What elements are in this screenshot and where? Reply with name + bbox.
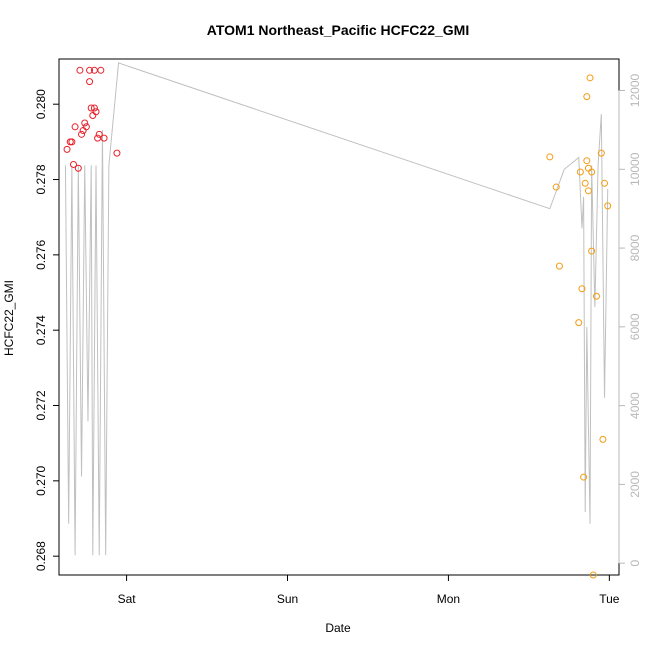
- data-point: [552, 183, 560, 191]
- y2-tick-label: 4000: [628, 392, 642, 419]
- data-point: [68, 138, 76, 146]
- y2-tick-label: 0: [628, 560, 642, 567]
- series-line: [64, 62, 609, 556]
- data-point: [89, 111, 97, 119]
- data-point: [583, 93, 591, 101]
- data-point: [546, 153, 554, 161]
- data-point: [94, 134, 102, 142]
- y-axis-label: HCFC22_GMI: [2, 280, 16, 356]
- data-point: [599, 435, 607, 443]
- y-axis-left: 0.268 0.270 0.272 0.274 0.276 0.278 0.280: [34, 89, 59, 571]
- data-point: [76, 66, 84, 74]
- y2-tick-label: 2000: [628, 471, 642, 498]
- right-axis-series-line: [64, 62, 609, 556]
- data-point: [555, 262, 563, 270]
- y2-tick-label: 12000: [628, 74, 642, 108]
- data-point: [588, 247, 596, 255]
- data-point: [578, 285, 586, 293]
- data-point: [601, 179, 609, 187]
- x-tick-label: Mon: [437, 592, 460, 606]
- data-point: [113, 149, 121, 157]
- data-point: [95, 130, 103, 138]
- data-point: [604, 202, 612, 210]
- x-axis-label: Date: [325, 621, 351, 635]
- data-point: [597, 149, 605, 157]
- data-point: [575, 319, 583, 327]
- data-point: [92, 108, 100, 116]
- data-point: [79, 127, 87, 135]
- data-point: [86, 78, 94, 86]
- x-tick-label: Sat: [118, 592, 137, 606]
- data-point: [588, 168, 596, 176]
- chart-title: ATOM1 Northeast_Pacific HCFC22_GMI: [207, 22, 469, 38]
- y-tick-label: 0.276: [34, 240, 48, 270]
- data-point: [583, 157, 591, 165]
- y2-tick-label: 10000: [628, 152, 642, 186]
- plot-frame: [58, 58, 620, 576]
- y2-tick-label: 8000: [628, 234, 642, 261]
- data-point: [581, 179, 589, 187]
- y-axis-right: 0 2000 4000 6000 8000 10000 12000: [618, 74, 642, 567]
- data-point: [81, 119, 89, 127]
- data-point: [592, 292, 600, 300]
- data-point: [100, 134, 108, 142]
- data-point: [87, 104, 95, 112]
- data-point: [71, 123, 79, 131]
- data-point: [86, 66, 94, 74]
- data-point: [90, 104, 98, 112]
- data-point: [584, 187, 592, 195]
- data-point: [78, 130, 86, 138]
- x-axis: Sat Sun Mon Tue: [118, 575, 620, 606]
- x-tick-label: Tue: [599, 592, 620, 606]
- data-points: [63, 66, 612, 579]
- data-point: [63, 145, 71, 153]
- data-point: [69, 160, 77, 168]
- data-point: [586, 74, 594, 82]
- x-tick-label: Sun: [277, 592, 298, 606]
- data-point: [589, 571, 597, 579]
- data-point: [580, 473, 588, 481]
- y-tick-label: 0.272: [34, 390, 48, 420]
- y-tick-label: 0.270: [34, 465, 48, 495]
- y2-tick-label: 6000: [628, 313, 642, 340]
- y-tick-label: 0.278: [34, 164, 48, 194]
- data-point: [82, 123, 90, 131]
- data-point: [97, 66, 105, 74]
- data-point: [584, 164, 592, 172]
- data-point: [74, 164, 82, 172]
- y-tick-label: 0.280: [34, 89, 48, 119]
- y-tick-label: 0.268: [34, 541, 48, 571]
- data-point: [576, 168, 584, 176]
- y-tick-label: 0.274: [34, 315, 48, 345]
